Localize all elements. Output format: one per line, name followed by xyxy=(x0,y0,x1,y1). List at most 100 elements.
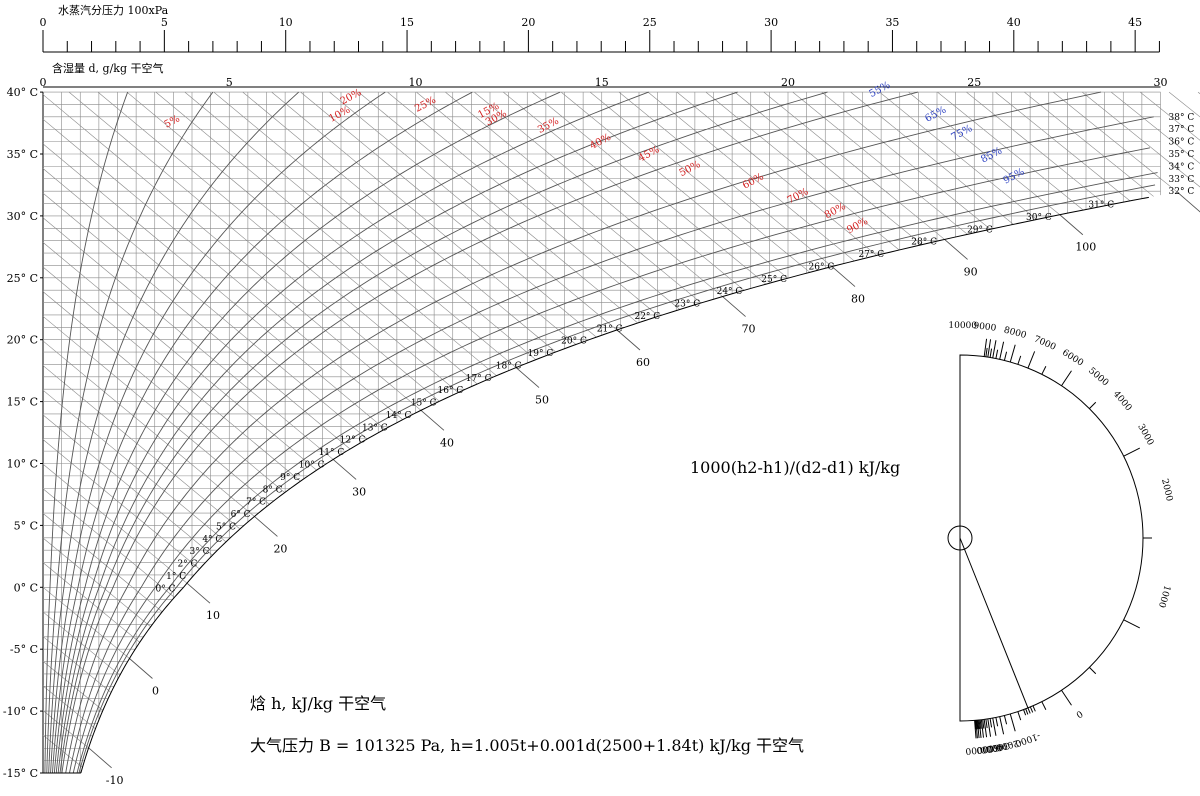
pressure-tick-label: 30 xyxy=(764,16,778,29)
enthalpy-tick xyxy=(1059,214,1084,236)
protractor-tick xyxy=(1029,706,1034,713)
temperature-axis: -15° C -10° C -5° C 0° C 5° C 10° C 15° C 20° C… xyxy=(3,86,44,780)
saturation-label: 10° C xyxy=(299,461,325,471)
rh-curve xyxy=(44,91,129,774)
rh-label: 75% xyxy=(950,123,975,143)
enthalpy-line xyxy=(995,91,1131,202)
protractor-tick xyxy=(1032,705,1036,712)
rh-curve xyxy=(76,172,1158,774)
enthalpy-tick xyxy=(722,296,746,317)
pressure-tick-label: 35 xyxy=(885,16,899,29)
enthalpy-line xyxy=(42,242,317,471)
protractor-tick xyxy=(1017,711,1022,721)
rh-label: 55% xyxy=(868,80,893,100)
rh-label: 50% xyxy=(678,159,703,179)
temperature-tick-label: 30° C xyxy=(7,210,38,223)
pressure-tick-label: 10 xyxy=(279,16,293,29)
moisture-axis-label: 含湿量 d, g/kg 干空气 xyxy=(52,61,163,75)
enthalpy-tick xyxy=(515,367,540,388)
rh-label: 65% xyxy=(923,105,948,125)
enthalpy-line xyxy=(42,587,130,659)
enthalpy-line xyxy=(42,168,368,440)
enthalpy-tick xyxy=(186,582,211,604)
protractor-tick xyxy=(974,720,977,730)
enthalpy-note: 焓 h, kJ/kg 干空气 xyxy=(250,694,386,713)
protractor-tick xyxy=(1003,351,1008,361)
protractor-tick xyxy=(999,341,1005,360)
saturation-label: 21° C xyxy=(597,324,623,334)
enthalpy-line xyxy=(42,291,285,493)
rh-curve xyxy=(52,91,473,774)
pressure-tick-label: 0 xyxy=(40,16,47,29)
protractor-tick xyxy=(1017,355,1022,365)
saturation-label: 36° C xyxy=(1169,138,1195,148)
rh-curve xyxy=(65,91,1102,774)
pressure-tick-label: 25 xyxy=(643,16,657,29)
rh-curve xyxy=(57,91,738,774)
pressure-scale-label: 水蒸汽分压力 100xPa xyxy=(58,3,169,17)
protractor-tick xyxy=(985,347,988,357)
saturation-label: 15° C xyxy=(411,399,437,409)
enthalpy-line xyxy=(1139,91,1200,141)
protractor-tick xyxy=(1089,401,1097,409)
saturation-label: 6° C xyxy=(231,510,251,520)
saturation-label: 14° C xyxy=(386,411,412,421)
protractor-tick xyxy=(1027,351,1036,369)
protractor-tick xyxy=(983,719,988,738)
vapor-pressure-scale: 0 5 10 15 20 25 30 35 40 45 xyxy=(40,16,1160,53)
rh-curve xyxy=(55,91,649,774)
protractor-label: 8000 xyxy=(1003,325,1028,341)
protractor-tick xyxy=(987,718,992,737)
enthalpy-line xyxy=(97,91,459,393)
moisture-tick-label: 10 xyxy=(409,76,423,89)
enthalpy-line xyxy=(560,91,789,279)
enthalpy-line xyxy=(271,91,577,345)
rh-label: 85% xyxy=(979,145,1004,165)
protractor-tick xyxy=(1089,667,1097,675)
protractor-label: -10000 xyxy=(965,742,998,755)
rh-curve xyxy=(48,91,300,774)
enthalpy-line xyxy=(966,91,1107,206)
saturation-label: 20° C xyxy=(561,337,587,347)
relative-humidity-labels: 5% 10% 15%20% 25%30% 35%40%45%50%60%70%80%90… xyxy=(163,80,1027,236)
protractor-label: 4000 xyxy=(1111,389,1134,413)
protractor-needle xyxy=(959,537,1029,709)
enthalpy-line xyxy=(1110,91,1200,164)
enthalpy-label: 20 xyxy=(273,542,287,555)
enthalpy-line xyxy=(42,439,200,570)
protractor-tick xyxy=(1009,344,1016,363)
saturation-label: 3° C xyxy=(189,547,209,557)
rh-curve xyxy=(72,147,1151,774)
enthalpy-tick xyxy=(944,239,968,260)
saturation-label: 16° C xyxy=(438,386,464,396)
temperature-tick-label: 25° C xyxy=(7,272,38,285)
saturation-label: 30° C xyxy=(1026,213,1052,223)
protractor-label: 3000 xyxy=(1135,422,1155,447)
enthalpy-line xyxy=(937,91,1084,211)
saturation-label: 2° C xyxy=(177,560,197,570)
protractor-label: -3000 xyxy=(985,739,1013,754)
enthalpy-line xyxy=(763,91,945,240)
moisture-content-axis: 0 5 10 15 20 25 30 xyxy=(40,76,1168,89)
protractor-tick xyxy=(985,719,988,729)
enthalpy-line xyxy=(42,537,151,628)
enthalpy-line xyxy=(42,414,213,556)
temperature-tick-label: 0° C xyxy=(14,581,38,594)
protractor-tick xyxy=(1061,370,1072,387)
rh-label: 60% xyxy=(741,171,766,191)
protractor-label: -4000 xyxy=(979,740,1006,754)
enthalpy-line xyxy=(676,91,877,256)
saturation-label: 28° C xyxy=(911,238,937,248)
protractor-tick xyxy=(1123,619,1141,629)
enthalpy-line xyxy=(1024,91,1154,197)
enthalpy-line xyxy=(647,91,855,262)
enthalpy-label: 70 xyxy=(742,323,756,336)
protractor-tick xyxy=(978,719,982,738)
saturation-label: 0° C xyxy=(156,584,176,594)
enthalpy-line xyxy=(42,340,255,517)
rh-curve xyxy=(59,91,828,774)
protractor-tick xyxy=(976,720,978,730)
moisture-tick-label: 5 xyxy=(226,76,233,89)
enthalpy-line xyxy=(416,91,681,310)
